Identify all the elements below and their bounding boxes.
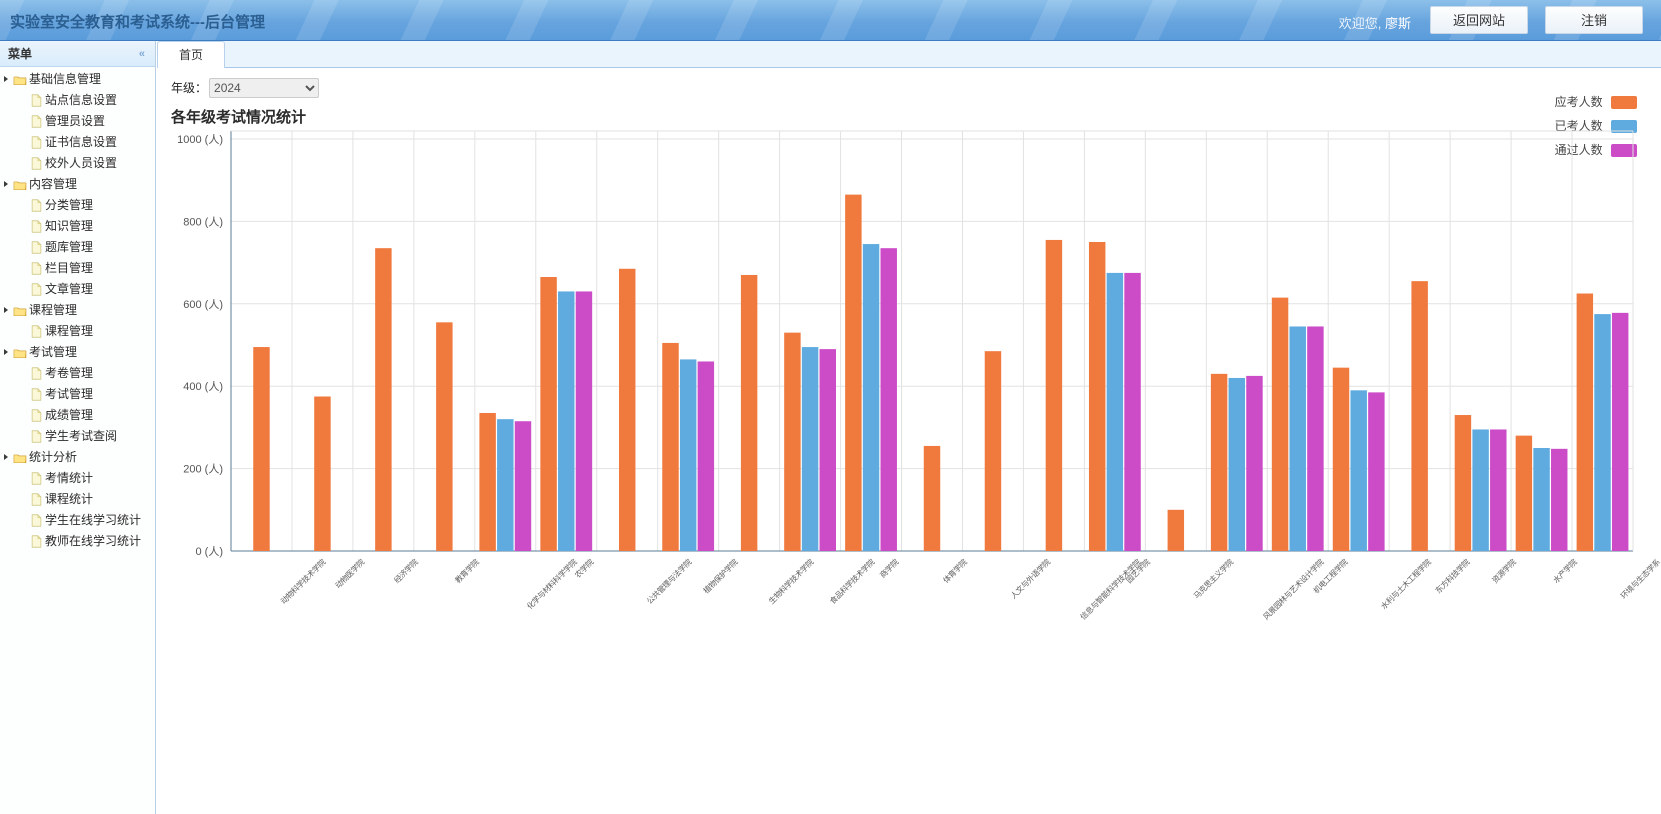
- svg-text:800 (人): 800 (人): [183, 215, 223, 228]
- svg-text:400 (人): 400 (人): [183, 380, 223, 393]
- svg-text:0 (人): 0 (人): [196, 545, 224, 558]
- svg-text:200 (人): 200 (人): [183, 463, 223, 476]
- svg-text:1000 (人): 1000 (人): [177, 133, 223, 146]
- svg-text:600 (人): 600 (人): [183, 298, 223, 311]
